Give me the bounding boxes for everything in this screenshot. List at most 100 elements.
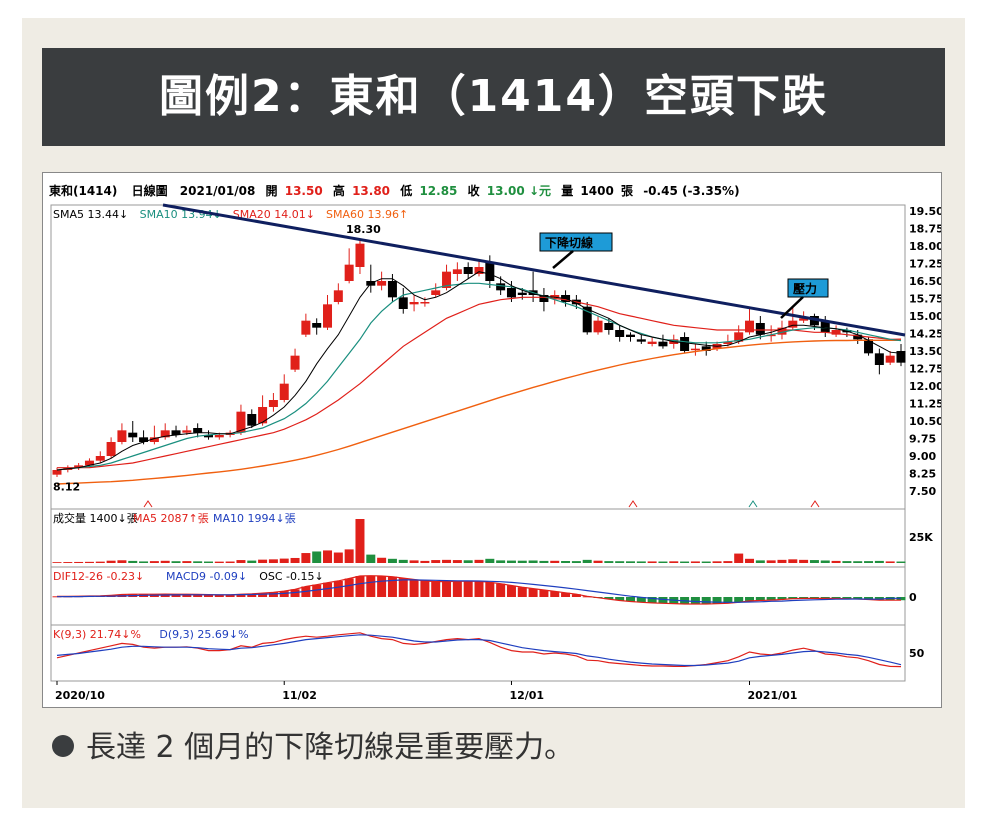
- volume-bar: [625, 561, 635, 563]
- low-label: 8.12: [53, 481, 80, 494]
- candle-body: [864, 339, 874, 354]
- header-high-label: 高: [333, 183, 345, 198]
- candle-body: [258, 407, 268, 424]
- osc-bar: [203, 594, 213, 597]
- header-low: 12.85: [419, 184, 457, 198]
- candle-body: [214, 435, 224, 438]
- candle-body: [52, 470, 62, 475]
- volume-bar: [106, 560, 116, 563]
- volume-bar: [723, 561, 733, 563]
- candle-body: [517, 292, 527, 295]
- candle-body: [431, 290, 441, 295]
- candle-body: [128, 432, 138, 438]
- volume-bar: [485, 558, 495, 563]
- header-change: -0.45 (-3.35%): [643, 184, 739, 198]
- x-tick-label: 2020/10: [55, 689, 105, 702]
- y-tick-label: 14.25: [909, 328, 941, 341]
- volume-bar: [182, 561, 192, 563]
- volume-bar: [442, 559, 452, 563]
- header-low-label: 低: [399, 183, 412, 198]
- candle-body: [312, 323, 322, 328]
- candle-body: [344, 264, 354, 281]
- volume-bar: [236, 560, 246, 563]
- volume-bar: [615, 561, 625, 563]
- volume-bar: [874, 560, 884, 563]
- volume-bar: [52, 562, 62, 563]
- volume-bar: [247, 560, 257, 563]
- osc-bar: [236, 594, 246, 597]
- candle-body: [885, 355, 895, 363]
- price-panel: [52, 239, 906, 485]
- osc-bar: [452, 581, 462, 597]
- x-tick-label: 2021/01: [748, 689, 798, 702]
- peak-label: 18.30: [346, 223, 381, 236]
- y-tick-label: 11.25: [909, 398, 941, 411]
- sma60-line: [56, 339, 901, 485]
- candle-body: [690, 348, 700, 351]
- resistance-box: [787, 278, 829, 298]
- header-close-unit: ↓元: [529, 184, 551, 198]
- volume-bar: [528, 560, 538, 563]
- y-tick-label: 9.75: [909, 433, 936, 446]
- candle-body: [723, 341, 733, 344]
- osc-bar: [799, 597, 809, 599]
- volume-bar: [799, 559, 809, 563]
- volume-bar: [582, 559, 592, 563]
- candle-body: [506, 288, 516, 298]
- candle-body: [377, 281, 387, 286]
- candle-body: [604, 323, 614, 330]
- header-open: 13.50: [285, 184, 323, 198]
- macd-legend-item: DIF12-26 -0.23↓: [53, 570, 144, 583]
- header-close: 13.00: [487, 184, 525, 198]
- ma-legend-item: SMA5 13.44↓: [53, 208, 128, 221]
- volume-bar: [160, 560, 170, 563]
- volume-bar: [377, 557, 387, 563]
- candle-body: [658, 341, 668, 347]
- signal-marker: [748, 500, 758, 508]
- osc-bar: [485, 582, 495, 597]
- osc-bar: [723, 597, 733, 604]
- candle-body: [268, 400, 278, 407]
- candle-body: [853, 334, 863, 340]
- volume-bar: [95, 561, 105, 563]
- sma20-line: [57, 296, 902, 469]
- osc-bar: [387, 576, 397, 597]
- header-high: 13.80: [352, 184, 390, 198]
- candle-body: [409, 302, 419, 305]
- macd-legend-item: MACD9 -0.09↓: [166, 570, 247, 583]
- volume-bar: [474, 559, 484, 563]
- signal-marker: [143, 500, 153, 508]
- sma5-line: [56, 271, 902, 471]
- volume-bar: [755, 560, 765, 563]
- candle-body: [182, 430, 192, 433]
- kd-tick-label: 50: [909, 647, 925, 660]
- volume-bar: [128, 560, 138, 563]
- candle-body: [203, 435, 213, 438]
- volume-bar: [139, 561, 149, 563]
- osc-bar: [333, 580, 343, 597]
- kd-legend-item: K(9,3) 21.74↓%: [53, 628, 141, 641]
- osc-bar: [831, 597, 841, 599]
- header-volume-label: 量: [561, 184, 573, 198]
- osc-bar: [312, 584, 322, 597]
- candle-body: [474, 267, 484, 274]
- candle-body: [74, 465, 84, 468]
- d-line: [56, 634, 902, 667]
- candle-body: [160, 430, 170, 438]
- volume-bar: [268, 559, 278, 563]
- osc-bar: [171, 594, 181, 597]
- candle-body: [323, 304, 333, 328]
- header-close-label: 收: [468, 183, 480, 198]
- trendline: [162, 203, 906, 337]
- volume-bar: [117, 560, 127, 563]
- volume-bar: [496, 560, 506, 563]
- candle-body: [755, 323, 765, 335]
- osc-bar: [766, 597, 776, 601]
- candle-body: [896, 351, 906, 363]
- candle-body: [355, 243, 365, 267]
- volume-bar: [463, 560, 473, 563]
- y-tick-label: 15.00: [909, 310, 941, 323]
- osc-bar: [193, 594, 203, 597]
- volume-bar: [550, 560, 560, 563]
